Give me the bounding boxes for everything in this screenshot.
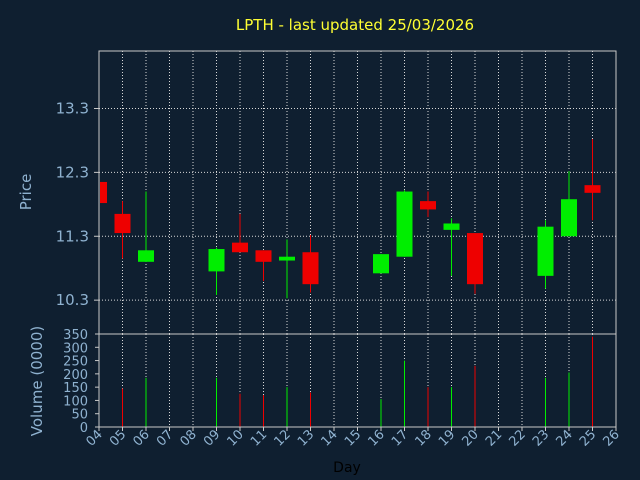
volume-tick-label: 150 bbox=[63, 381, 88, 396]
volume-axis-label: Volume (0000) bbox=[28, 326, 46, 436]
candle-body bbox=[561, 199, 577, 237]
price-tick-labels: 10.3 11.3 12.3 13.3 bbox=[56, 99, 99, 309]
candle-day-20 bbox=[467, 233, 483, 294]
price-tick-label: 11.3 bbox=[56, 227, 89, 245]
price-axis-label: Price bbox=[17, 174, 35, 211]
candle-day-11 bbox=[255, 250, 272, 281]
candle-day-9 bbox=[208, 247, 225, 296]
candle-body bbox=[467, 233, 483, 285]
candle-body bbox=[537, 226, 554, 276]
candle-body bbox=[114, 213, 131, 234]
candle-body bbox=[584, 185, 601, 193]
day-tick-labels: 04 05 06 07 08 09 10 11 12 13 14 15 16 17 18 19 20 21 22 23… bbox=[84, 427, 623, 450]
price-tick-label: 10.3 bbox=[56, 291, 89, 309]
volume-tick-label: 50 bbox=[71, 408, 88, 423]
candle-day-19 bbox=[443, 218, 460, 276]
candle-body bbox=[232, 242, 248, 253]
candle-day-4 bbox=[98, 181, 107, 204]
candle-body bbox=[443, 223, 460, 230]
volume-tick-label: 200 bbox=[63, 368, 88, 383]
candle-body bbox=[255, 250, 272, 262]
candle-day-13 bbox=[302, 234, 319, 293]
volume-tick-label: 100 bbox=[63, 394, 88, 409]
candle-day-10 bbox=[232, 213, 248, 253]
candle-day-24 bbox=[561, 171, 577, 237]
candle-body bbox=[396, 191, 413, 257]
candle-body bbox=[279, 256, 295, 261]
candle-body bbox=[420, 201, 436, 210]
volume-tick-label: 300 bbox=[63, 341, 88, 356]
x-axis-label: Day bbox=[333, 460, 361, 476]
candle-body bbox=[302, 252, 319, 285]
candle-day-17 bbox=[396, 190, 413, 257]
candle-day-18 bbox=[420, 191, 436, 218]
volume-bars bbox=[122, 336, 593, 427]
candle-day-25 bbox=[584, 139, 601, 221]
candle-day-12 bbox=[279, 239, 295, 299]
candle-body bbox=[138, 250, 154, 262]
candle-body bbox=[373, 254, 389, 274]
candle-day-5 bbox=[114, 201, 131, 259]
candle-body bbox=[208, 249, 225, 272]
candle-day-23 bbox=[537, 220, 554, 289]
volume-tick-label: 350 bbox=[63, 328, 88, 343]
price-tick-label: 13.3 bbox=[56, 99, 89, 117]
candle-body bbox=[100, 181, 107, 204]
candles bbox=[98, 139, 601, 299]
volume-tick-label: 250 bbox=[63, 355, 88, 370]
chart-title: LPTH - last updated 25/03/2026 bbox=[236, 16, 474, 34]
candle-day-6 bbox=[138, 191, 154, 262]
price-tick-label: 12.3 bbox=[56, 163, 89, 181]
volume-tick-label: 0 bbox=[80, 421, 88, 436]
candle-day-16 bbox=[373, 254, 389, 274]
